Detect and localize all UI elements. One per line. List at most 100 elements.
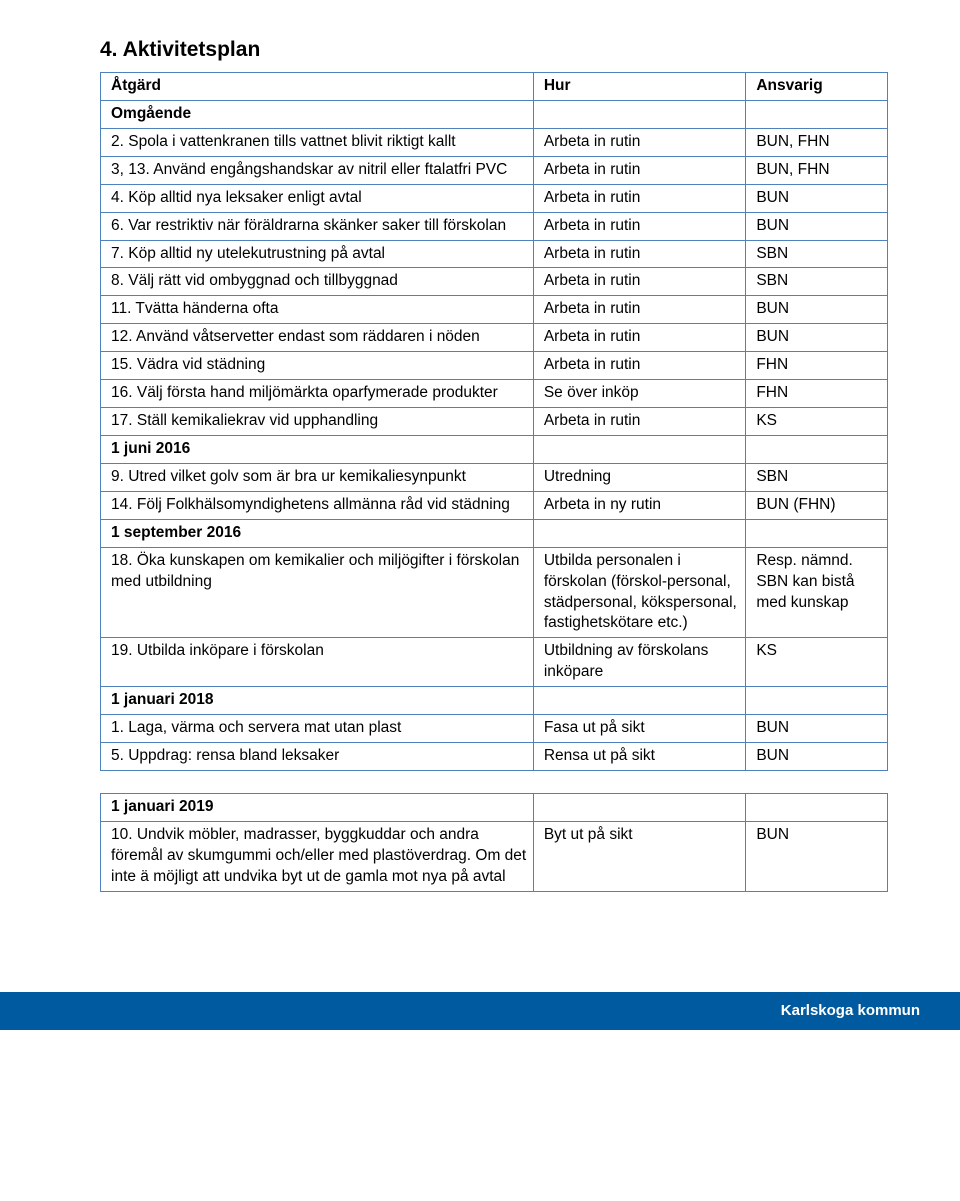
cell-action: 17. Ställ kemikaliekrav vid upphandling	[101, 408, 534, 436]
cell-responsible: BUN, FHN	[746, 128, 888, 156]
cell-responsible: BUN (FHN)	[746, 491, 888, 519]
cell-how: Rensa ut på sikt	[533, 743, 745, 771]
cell-action: 7. Köp alltid ny utelekutrustning på avt…	[101, 240, 534, 268]
cell-action: 5. Uppdrag: rensa bland leksaker	[101, 743, 534, 771]
cell-action: 6. Var restriktiv när föräldrarna skänke…	[101, 212, 534, 240]
cell-responsible: SBN	[746, 240, 888, 268]
cell-responsible: KS	[746, 638, 888, 687]
footer-text: Karlskoga kommun	[781, 1002, 920, 1019]
cell-action: 3, 13. Använd engångshandskar av nitril …	[101, 156, 534, 184]
table-header-row: Åtgärd Hur Ansvarig	[101, 73, 888, 101]
cell-responsible: FHN	[746, 352, 888, 380]
section-row: Omgående	[101, 100, 888, 128]
col-header-action: Åtgärd	[101, 73, 534, 101]
cell-empty	[746, 793, 888, 821]
cell-action: 16. Välj första hand miljömärkta oparfym…	[101, 380, 534, 408]
activity-table-1: Åtgärd Hur Ansvarig Omgående2. Spola i v…	[100, 72, 888, 771]
section-row: 1 januari 2018	[101, 687, 888, 715]
table-row: 10. Undvik möbler, madrasser, byggkuddar…	[101, 821, 888, 891]
cell-how: Fasa ut på sikt	[533, 715, 745, 743]
cell-action: 4. Köp alltid nya leksaker enligt avtal	[101, 184, 534, 212]
table-row: 16. Välj första hand miljömärkta oparfym…	[101, 380, 888, 408]
cell-empty	[746, 100, 888, 128]
cell-how: Arbeta in rutin	[533, 156, 745, 184]
table-row: 15. Vädra vid städningArbeta in rutinFHN	[101, 352, 888, 380]
table-row: 12. Använd våtservetter endast som rädda…	[101, 324, 888, 352]
section-row: 1 september 2016	[101, 519, 888, 547]
cell-how: Arbeta in rutin	[533, 128, 745, 156]
cell-how: Arbeta in rutin	[533, 268, 745, 296]
table-row: 19. Utbilda inköpare i förskolanUtbildni…	[101, 638, 888, 687]
cell-responsible: BUN	[746, 715, 888, 743]
activity-table-2: 1 januari 201910. Undvik möbler, madrass…	[100, 793, 888, 892]
cell-how: Arbeta in rutin	[533, 408, 745, 436]
cell-action: 19. Utbilda inköpare i förskolan	[101, 638, 534, 687]
cell-responsible: FHN	[746, 380, 888, 408]
table-row: 6. Var restriktiv när föräldrarna skänke…	[101, 212, 888, 240]
table-row: 5. Uppdrag: rensa bland leksakerRensa ut…	[101, 743, 888, 771]
cell-responsible: SBN	[746, 463, 888, 491]
cell-responsible: BUN	[746, 821, 888, 891]
section-row: 1 juni 2016	[101, 435, 888, 463]
cell-how: Arbeta in rutin	[533, 212, 745, 240]
footer-bar: Karlskoga kommun	[0, 992, 960, 1030]
cell-how: Utbildning av förskolans inköpare	[533, 638, 745, 687]
cell-empty	[533, 435, 745, 463]
cell-how: Arbeta in rutin	[533, 184, 745, 212]
table-row: 17. Ställ kemikaliekrav vid upphandlingA…	[101, 408, 888, 436]
cell-action: 2. Spola i vattenkranen tills vattnet bl…	[101, 128, 534, 156]
table-row: 9. Utred vilket golv som är bra ur kemik…	[101, 463, 888, 491]
cell-action: 18. Öka kunskapen om kemikalier och milj…	[101, 547, 534, 638]
cell-empty	[746, 435, 888, 463]
cell-responsible: BUN	[746, 184, 888, 212]
table-row: 1. Laga, värma och servera mat utan plas…	[101, 715, 888, 743]
col-header-responsible: Ansvarig	[746, 73, 888, 101]
table-row: 7. Köp alltid ny utelekutrustning på avt…	[101, 240, 888, 268]
cell-responsible: KS	[746, 408, 888, 436]
cell-how: Se över inköp	[533, 380, 745, 408]
section-label: 1 januari 2018	[101, 687, 534, 715]
cell-action: 12. Använd våtservetter endast som rädda…	[101, 324, 534, 352]
cell-responsible: SBN	[746, 268, 888, 296]
cell-how: Arbeta in ny rutin	[533, 491, 745, 519]
section-label: Omgående	[101, 100, 534, 128]
table-row: 2. Spola i vattenkranen tills vattnet bl…	[101, 128, 888, 156]
table-row: 14. Följ Folkhälsomyndighetens allmänna …	[101, 491, 888, 519]
cell-empty	[533, 519, 745, 547]
cell-action: 9. Utred vilket golv som är bra ur kemik…	[101, 463, 534, 491]
cell-action: 11. Tvätta händerna ofta	[101, 296, 534, 324]
cell-responsible: BUN	[746, 212, 888, 240]
section-label: 1 juni 2016	[101, 435, 534, 463]
cell-how: Arbeta in rutin	[533, 324, 745, 352]
section-label: 1 september 2016	[101, 519, 534, 547]
cell-action: 15. Vädra vid städning	[101, 352, 534, 380]
cell-empty	[746, 519, 888, 547]
cell-how: Arbeta in rutin	[533, 240, 745, 268]
page-title: 4. Aktivitetsplan	[100, 38, 888, 62]
cell-empty	[746, 687, 888, 715]
cell-responsible: BUN	[746, 296, 888, 324]
table-row: 18. Öka kunskapen om kemikalier och milj…	[101, 547, 888, 638]
cell-responsible: BUN	[746, 324, 888, 352]
cell-action: 8. Välj rätt vid ombyggnad och tillbyggn…	[101, 268, 534, 296]
cell-responsible: BUN, FHN	[746, 156, 888, 184]
cell-action: 14. Följ Folkhälsomyndighetens allmänna …	[101, 491, 534, 519]
cell-action: 10. Undvik möbler, madrasser, byggkuddar…	[101, 821, 534, 891]
cell-action: 1. Laga, värma och servera mat utan plas…	[101, 715, 534, 743]
cell-empty	[533, 793, 745, 821]
cell-how: Utredning	[533, 463, 745, 491]
table-row: 8. Välj rätt vid ombyggnad och tillbyggn…	[101, 268, 888, 296]
cell-how: Arbeta in rutin	[533, 296, 745, 324]
cell-responsible: BUN	[746, 743, 888, 771]
cell-empty	[533, 687, 745, 715]
col-header-how: Hur	[533, 73, 745, 101]
table-row: 4. Köp alltid nya leksaker enligt avtalA…	[101, 184, 888, 212]
cell-responsible: Resp. nämnd. SBN kan bistå med kunskap	[746, 547, 888, 638]
cell-empty	[533, 100, 745, 128]
table-row: 3, 13. Använd engångshandskar av nitril …	[101, 156, 888, 184]
cell-how: Utbilda personalen i förskolan (förskol-…	[533, 547, 745, 638]
cell-how: Byt ut på sikt	[533, 821, 745, 891]
cell-how: Arbeta in rutin	[533, 352, 745, 380]
section-label: 1 januari 2019	[101, 793, 534, 821]
table-row: 11. Tvätta händerna oftaArbeta in rutinB…	[101, 296, 888, 324]
